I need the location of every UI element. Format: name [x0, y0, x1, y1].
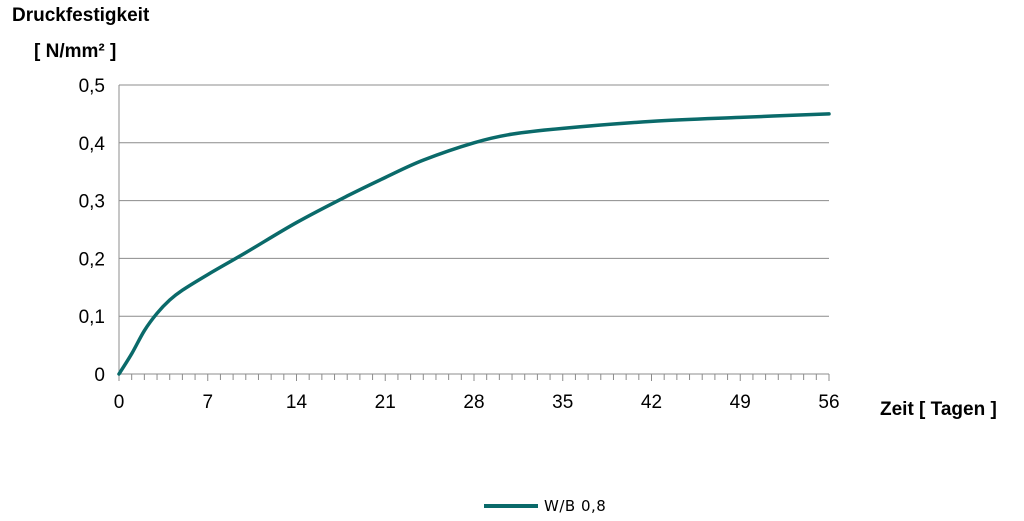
legend-swatch	[484, 504, 538, 508]
y-tick-label: 0,3	[79, 192, 105, 213]
y-axis-title-line-2: [ N/mm² ]	[34, 41, 117, 62]
x-tick-label: 49	[730, 392, 751, 413]
x-tick-label: 56	[818, 392, 839, 413]
series-layer	[117, 112, 831, 376]
legend: W/B 0,8	[484, 497, 606, 515]
x-tick-label: 28	[463, 392, 484, 413]
x-tick-label: 0	[114, 392, 125, 413]
x-axis-title: Zeit [ Tagen ]	[880, 399, 997, 420]
x-tick-label: 42	[641, 392, 662, 413]
y-tick-label: 0,4	[79, 134, 106, 155]
tick-labels: 0 0,1 0,2 0,3 0,4 0,5 0 7 14 21 28 35 42 49 56	[79, 76, 840, 413]
x-tick-label: 21	[375, 392, 396, 413]
x-tick-label: 7	[202, 392, 213, 413]
y-tick-label: 0,1	[79, 307, 105, 328]
y-tick-label: 0	[94, 365, 105, 386]
y-tick-label: 0,2	[79, 249, 105, 270]
x-tick-label: 35	[552, 392, 573, 413]
axes	[118, 85, 830, 381]
series-line	[117, 112, 831, 376]
legend-label: W/B 0,8	[544, 497, 607, 515]
y-tick-label: 0,5	[79, 76, 105, 97]
x-tick-label: 14	[286, 392, 308, 413]
y-axis-title-line-1: Druckfestigkeit	[12, 5, 150, 26]
